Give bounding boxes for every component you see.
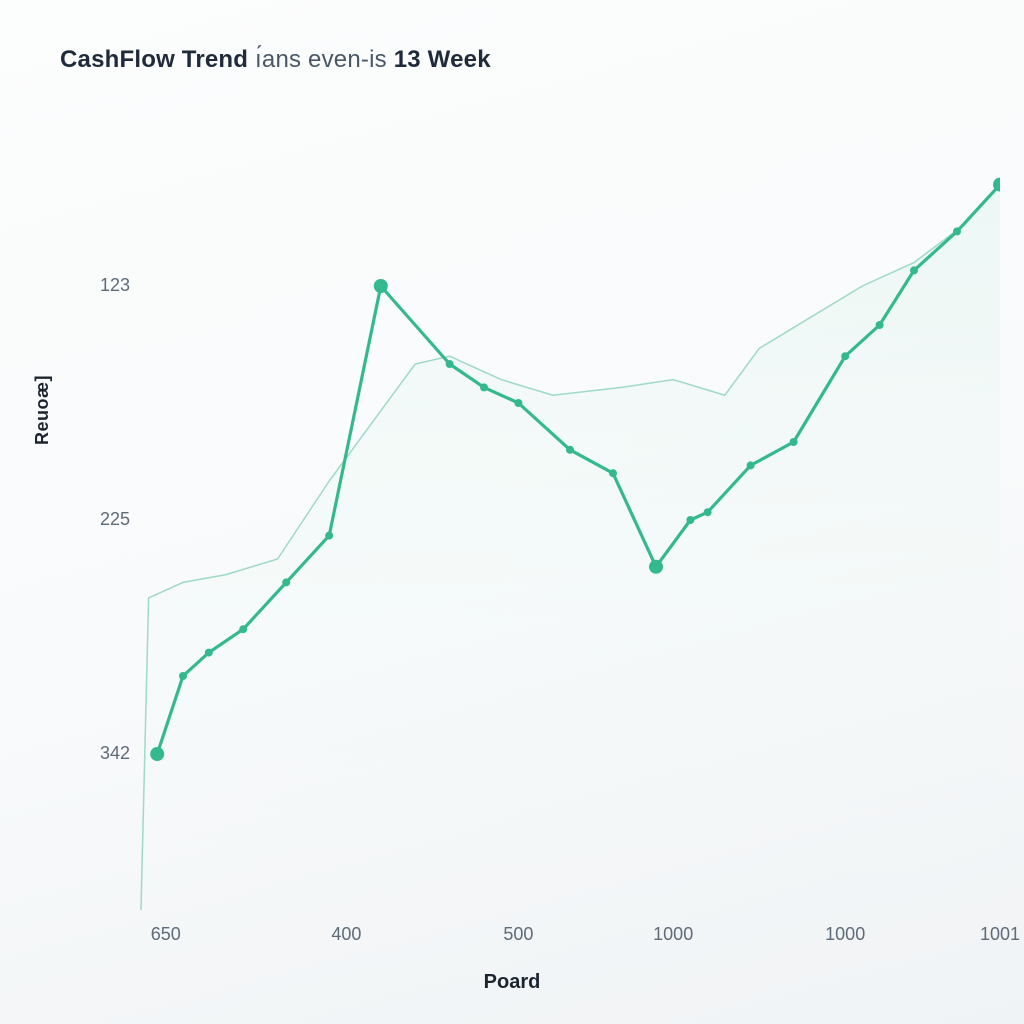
- x-tick: 400: [306, 924, 386, 945]
- title-mid: ı́ans even-is: [255, 46, 387, 73]
- data-point: [790, 438, 798, 446]
- chart-container: CashFlow Trend ı́ans even-is 13 Week Reu…: [0, 0, 1024, 1024]
- y-tick: 342: [80, 743, 130, 764]
- chart-title: CashFlow Trend ı́ans even-is 13 Week: [60, 46, 491, 74]
- title-main: CashFlow Trend: [60, 46, 248, 73]
- data-point: [480, 383, 488, 391]
- y-tick: 123: [80, 275, 130, 296]
- title-suffix: 13 Week: [394, 46, 491, 73]
- chart-svg: [140, 130, 1000, 910]
- data-point: [649, 560, 663, 574]
- data-point: [150, 747, 164, 761]
- data-point: [446, 360, 454, 368]
- data-point: [566, 446, 574, 454]
- data-point: [747, 461, 755, 469]
- data-point: [910, 266, 918, 274]
- data-point: [179, 672, 187, 680]
- data-point: [609, 469, 617, 477]
- data-point: [374, 279, 388, 293]
- data-point: [704, 508, 712, 516]
- y-axis-label: Reuoæ]: [32, 375, 53, 445]
- data-point: [325, 532, 333, 540]
- data-point: [876, 321, 884, 329]
- x-tick: 1001: [960, 924, 1024, 945]
- x-tick: 500: [478, 924, 558, 945]
- plot-area: [140, 130, 1000, 910]
- x-tick: 1000: [805, 924, 885, 945]
- data-point: [239, 625, 247, 633]
- x-tick: 1000: [633, 924, 713, 945]
- data-point: [953, 227, 961, 235]
- data-point: [841, 352, 849, 360]
- x-axis-label: Poard: [0, 971, 1024, 994]
- x-tick: 650: [126, 924, 206, 945]
- data-point: [282, 578, 290, 586]
- data-point: [686, 516, 694, 524]
- area-fill: [140, 185, 1000, 910]
- data-point: [514, 399, 522, 407]
- data-point: [205, 649, 213, 657]
- y-tick: 225: [80, 509, 130, 530]
